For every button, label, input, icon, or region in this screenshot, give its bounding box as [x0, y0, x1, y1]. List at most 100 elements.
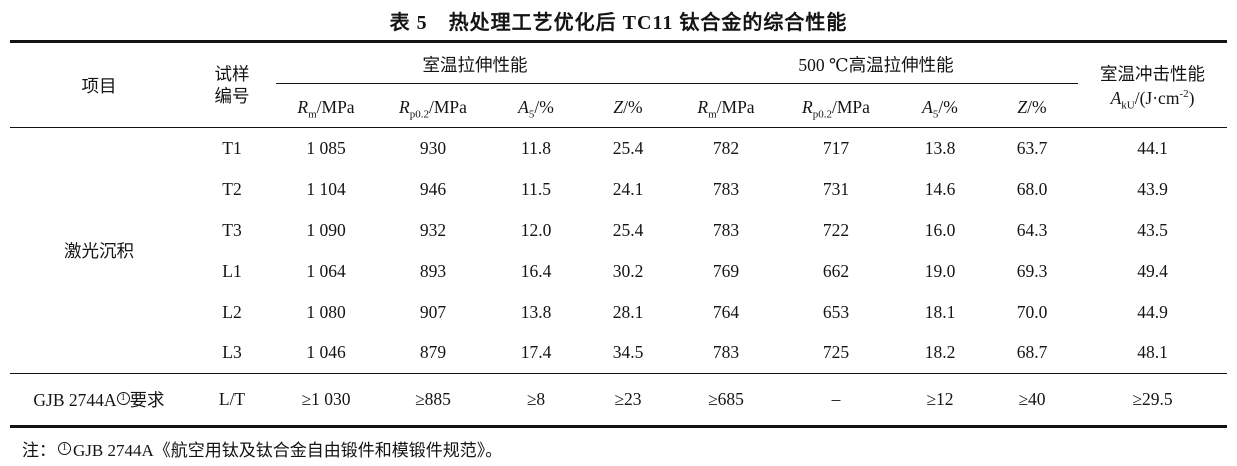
- impact-header-label: 室温冲击性能: [1100, 63, 1206, 84]
- impact-header-formula: AkU/(J·cm-2): [1078, 86, 1227, 111]
- quantity-symbol: R: [802, 96, 813, 117]
- table-row: 激光沉积 T1 1 085 930 11.8 25.4 782 717 13.8…: [10, 128, 1227, 261]
- cell-ht-z: 63.7: [1016, 137, 1048, 158]
- quantity-unit: /MPa: [716, 96, 755, 117]
- requirement-label-post: 要求: [129, 390, 165, 410]
- subheader-a5-ht: A5/%: [894, 87, 986, 128]
- req-rt-rm: ≥1 030: [276, 373, 376, 427]
- subheader-rm-ht: Rm/MPa: [674, 87, 778, 128]
- cell-rt-rp02: 893: [419, 260, 447, 281]
- col-header-project: 项目: [10, 41, 188, 128]
- cell-rt-z: 24.1: [612, 178, 644, 199]
- cell-ht-rp02: 722: [822, 219, 850, 240]
- cell-rt-rm: 1 104: [306, 178, 346, 199]
- cell-rt-rm: 1 090: [306, 219, 346, 240]
- quantity-subscript: m: [708, 108, 717, 121]
- quantity-symbol: R: [697, 96, 709, 117]
- cell-impact: 43.9: [1137, 178, 1168, 199]
- sample-id-cell: T2: [222, 178, 242, 199]
- cell-rt-a5: 12.0: [520, 219, 552, 240]
- cell-impact: 48.1: [1137, 342, 1168, 363]
- quantity-unit: /MPa: [832, 96, 870, 117]
- quantity-unit: /MPa: [429, 96, 467, 117]
- subheader-z-rt: Z/%: [582, 87, 674, 128]
- impact-unit-exponent: -2: [1179, 87, 1189, 100]
- table-row: L1 1 064 893 16.4 30.2 769 662 19.0 69.3…: [10, 251, 1227, 292]
- cell-rt-a5: 13.8: [520, 301, 552, 322]
- cell-rt-a5: 16.4: [520, 260, 552, 281]
- quantity-subscript: m: [308, 108, 317, 121]
- cell-ht-rm: 782: [712, 137, 740, 158]
- impact-unit-pre: /(J·cm: [1134, 87, 1180, 108]
- cell-rt-rm: 1 080: [306, 301, 346, 322]
- table-title: 表 5 热处理工艺优化后 TC11 钛合金的综合性能: [389, 11, 848, 34]
- sample-id-line1: 试样: [214, 64, 250, 84]
- project-group-label: 激光沉积: [64, 241, 134, 261]
- table-body: 激光沉积 T1 1 085 930 11.8 25.4 782 717 13.8…: [10, 128, 1228, 427]
- footnote-text: GJB 2744A《航空用钛及钛合金自由锻件和模锻件规范》。: [73, 441, 503, 460]
- cell-ht-rp02: 653: [822, 301, 850, 322]
- cell-rt-z: 30.2: [612, 260, 644, 281]
- cell-ht-rp02: 717: [822, 137, 850, 158]
- sample-id-cell: L3: [222, 342, 242, 363]
- cell-impact: 43.5: [1137, 219, 1168, 240]
- cell-impact: 44.1: [1137, 137, 1168, 158]
- cell-rt-a5: 11.5: [521, 178, 551, 199]
- quantity-symbol: A: [518, 96, 529, 117]
- cell-ht-z: 69.3: [1016, 260, 1048, 281]
- sample-id-cell: L/T: [188, 373, 276, 427]
- req-ht-z: ≥40: [986, 373, 1079, 427]
- cell-ht-rp02: 725: [822, 342, 850, 363]
- quantity-symbol: R: [399, 96, 410, 117]
- cell-ht-rm: 783: [712, 342, 740, 363]
- cell-rt-rm: 1 085: [306, 137, 346, 158]
- cell-rt-rp02: 879: [419, 342, 447, 363]
- impact-subscript: kU: [1121, 99, 1135, 111]
- cell-rt-rm: 1 064: [306, 260, 346, 281]
- quantity-subscript: 5: [528, 108, 535, 121]
- quantity-symbol: A: [922, 96, 933, 117]
- sample-id-line2: 编号: [214, 86, 250, 106]
- req-impact: ≥29.5: [1078, 373, 1228, 427]
- cell-rt-z: 25.4: [612, 219, 644, 240]
- quantity-unit: /%: [1027, 96, 1047, 117]
- cell-ht-a5: 14.6: [924, 178, 956, 199]
- properties-table: 项目 试样 编号 室温拉伸性能 500 ℃高温拉伸性能 室温冲击性能 AkU/(…: [10, 40, 1228, 428]
- cell-ht-a5: 16.0: [924, 219, 956, 240]
- requirement-row: GJB 2744A 1 要求 L/T ≥1 030 ≥885 ≥8 ≥23 ≥685…: [10, 373, 1228, 427]
- col-header-impact: 室温冲击性能 AkU/(J·cm-2): [1078, 41, 1228, 128]
- footnote-marker-circled-one: 1: [58, 442, 71, 455]
- subheader-rm-rt: Rm/MPa: [276, 87, 376, 128]
- subheader-rp02-rt: Rp0.2/MPa: [376, 87, 490, 128]
- cell-ht-z: 64.3: [1016, 219, 1048, 240]
- footnote-marker-circled-one: 1: [116, 392, 130, 405]
- cell-rt-rp02: 946: [419, 178, 447, 199]
- quantity-subscript: p0.2: [812, 108, 832, 121]
- group-header-500c-tensile: 500 ℃高温拉伸性能: [674, 42, 1079, 88]
- sample-id-cell: L1: [222, 260, 242, 281]
- cell-ht-rm: 783: [712, 178, 740, 199]
- req-ht-rp02: –: [778, 373, 894, 427]
- req-ht-rm: ≥685: [674, 373, 778, 427]
- cell-rt-a5: 17.4: [520, 342, 552, 363]
- group-header-room-temp-tensile: 室温拉伸性能: [276, 42, 674, 88]
- req-rt-a5: ≥8: [490, 373, 582, 427]
- table-row: L2 1 080 907 13.8 28.1 764 653 18.1 70.0…: [10, 292, 1227, 333]
- requirement-label: GJB 2744A 1 要求: [10, 373, 188, 427]
- header-row-groups: 项目 试样 编号 室温拉伸性能 500 ℃高温拉伸性能 室温冲击性能 AkU/(…: [10, 41, 1228, 128]
- cell-rt-a5: 11.8: [521, 137, 551, 158]
- cell-rt-rp02: 930: [419, 137, 447, 158]
- col-header-sample-id: 试样 编号: [188, 41, 276, 128]
- quantity-subscript: p0.2: [409, 108, 429, 121]
- cell-ht-z: 68.0: [1016, 178, 1048, 199]
- subheader-a5-rt: A5/%: [490, 87, 582, 128]
- cell-ht-a5: 13.8: [924, 137, 956, 158]
- cell-ht-z: 70.0: [1016, 301, 1048, 322]
- cell-rt-rp02: 932: [419, 219, 447, 240]
- req-rt-rp02: ≥885: [376, 373, 490, 427]
- cell-rt-rm: 1 046: [306, 342, 346, 363]
- req-ht-a5: ≥12: [894, 373, 986, 427]
- quantity-unit: /%: [623, 96, 643, 117]
- cell-rt-rp02: 907: [419, 301, 447, 322]
